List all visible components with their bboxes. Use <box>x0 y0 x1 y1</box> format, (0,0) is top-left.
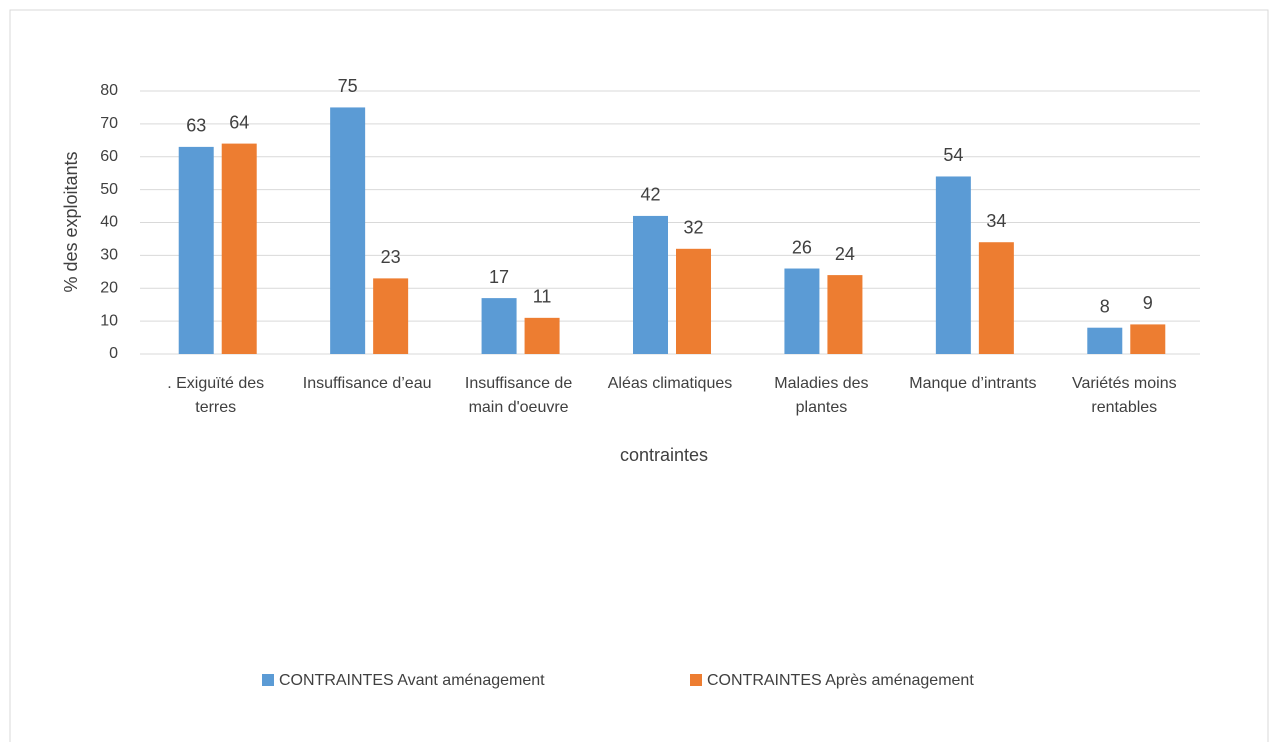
bar <box>481 298 517 354</box>
bar <box>978 242 1014 354</box>
chart-border <box>9 9 1269 742</box>
y-tick-label: 10 <box>100 312 118 329</box>
bar <box>373 278 409 354</box>
x-tick-label: Maladies des plantes <box>774 375 869 416</box>
bar <box>935 176 971 354</box>
bar <box>1087 327 1123 354</box>
y-tick-label: 70 <box>100 115 118 132</box>
bar <box>178 146 214 354</box>
data-label: 26 <box>792 237 812 257</box>
legend-label: CONTRAINTES Avant aménagement <box>279 672 545 689</box>
bar <box>524 317 560 354</box>
data-label: 75 <box>338 76 358 96</box>
bar <box>221 143 257 354</box>
y-tick-label: 60 <box>100 148 118 165</box>
bar <box>784 268 820 354</box>
x-tick-label: Manque d’intrants <box>909 375 1037 392</box>
data-label: 23 <box>381 247 401 267</box>
data-label: 17 <box>489 267 509 287</box>
bar <box>330 107 366 354</box>
data-label: 11 <box>533 287 552 307</box>
bar <box>1130 324 1166 354</box>
x-tick-label: Variétés moins rentables <box>1071 375 1177 416</box>
legend-label: CONTRAINTES Après aménagement <box>707 672 974 689</box>
x-tick-label: Aléas climatiques <box>607 375 733 392</box>
legend-swatch <box>262 674 274 686</box>
data-label: 63 <box>186 116 206 136</box>
data-label: 64 <box>229 112 249 132</box>
y-tick-label: 80 <box>100 82 118 99</box>
bar <box>633 215 668 354</box>
legend-swatch <box>690 674 702 686</box>
data-label: 24 <box>835 244 855 264</box>
data-label: 54 <box>943 145 963 165</box>
data-label: 32 <box>683 218 703 238</box>
y-tick-label: 30 <box>100 247 118 264</box>
x-tick-label: Insuffisance d’eau <box>302 375 432 392</box>
y-tick-label: 20 <box>100 279 118 296</box>
y-axis-title: % des exploitants <box>61 151 81 292</box>
data-label: 8 <box>1100 296 1110 316</box>
bar <box>827 275 863 354</box>
data-label: 42 <box>640 185 660 205</box>
x-axis-title: contraintes <box>620 445 708 465</box>
data-label: 9 <box>1143 293 1153 313</box>
bar <box>676 248 711 354</box>
y-tick-label: 40 <box>100 214 118 231</box>
y-tick-label: 50 <box>100 181 118 198</box>
data-label: 34 <box>986 211 1006 231</box>
x-tick-label: . Exiguïté des terres <box>167 375 265 416</box>
y-tick-label: 0 <box>109 345 118 362</box>
x-tick-label: Insuffisance de main d'oeuvre <box>464 375 573 416</box>
